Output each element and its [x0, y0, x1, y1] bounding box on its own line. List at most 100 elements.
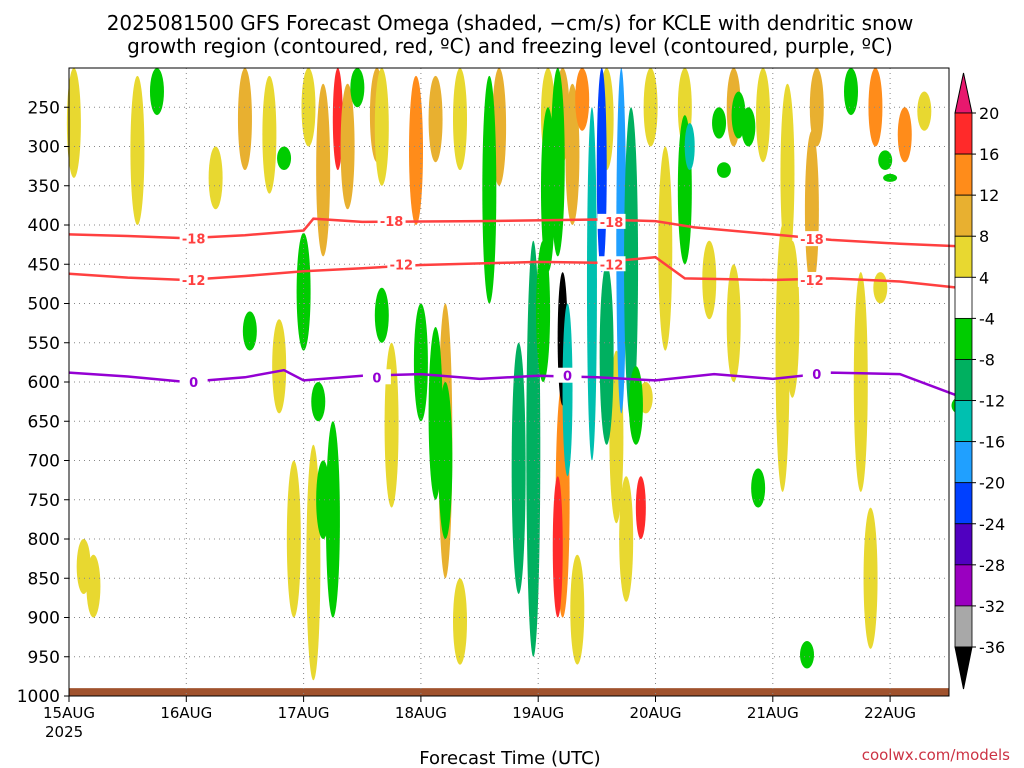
colorbar-label: -36: [979, 638, 1005, 657]
contour-label-bg: [179, 271, 208, 287]
y-tick-label: 1000: [17, 687, 60, 707]
omega-cell: [296, 232, 311, 351]
omega-cell: [262, 75, 277, 194]
contour-label: -12: [800, 274, 824, 289]
colorbar-label: -16: [979, 433, 1005, 452]
contour-label-bg: [387, 256, 416, 272]
omega-cell: [873, 272, 888, 304]
y-tick-label: 800: [28, 530, 60, 550]
omega-cell: [332, 68, 343, 171]
y-tick-label: 250: [28, 98, 60, 118]
y-tick-label: 950: [28, 648, 60, 668]
colorbar-label: -12: [979, 392, 1005, 411]
omega-cell: [453, 578, 467, 665]
contour-label: -18: [600, 216, 624, 231]
y-tick-label: 400: [28, 216, 60, 236]
omega-cell: [86, 554, 101, 618]
omega-cell: [286, 460, 301, 618]
colorbar-bottom-arrow: [954, 646, 973, 690]
colorbar: 20 16 12 8 4 -4 -8 -12 -16 -20 -24 -28 -32 -36: [954, 72, 1005, 690]
omega-cell: [311, 382, 326, 422]
omega-cell: [130, 75, 145, 225]
contour-layer: -18 -18 -18 -18 -12 -12 -12 -12 0 0 0 0: [68, 213, 959, 398]
omega-cell: [536, 240, 551, 382]
omega-cell: [863, 507, 878, 649]
omega-cell: [277, 146, 292, 171]
contour-label: -12: [182, 274, 206, 289]
omega-cell: [374, 68, 389, 186]
y-tick-label: 300: [28, 138, 60, 158]
omega-cell: [780, 83, 795, 265]
omega-cell: [575, 68, 590, 131]
colorbar-label: -4: [979, 309, 995, 328]
omega-cell: [868, 68, 883, 147]
contour-label-bg: [179, 374, 208, 389]
colorbar-label: 16: [979, 145, 999, 164]
omega-cell: [635, 476, 646, 539]
contour-label-bg: [179, 230, 208, 246]
x-tick-label: 17AUG: [278, 704, 330, 722]
colorbar-label: -20: [979, 474, 1005, 493]
colorbar-swatch: [954, 564, 973, 607]
chart-title-line-1: 2025081500 GFS Forecast Omega (shaded, −…: [107, 11, 914, 35]
omega-cell: [599, 264, 614, 445]
y-axis-tick-labels: 250 300 350 400 450 500 550 600 650 700 750 800 850 9…: [17, 98, 69, 707]
omega-cell: [242, 311, 257, 351]
contour-label: -18: [800, 233, 824, 248]
omega-cell: [301, 68, 316, 147]
omega-cell: [917, 91, 932, 131]
contour-label-bg: [802, 366, 831, 382]
omega-cell: [428, 75, 443, 163]
contour-label: -12: [600, 258, 624, 273]
contour-label-bg: [597, 256, 626, 272]
x-tick-label: 18AUG: [395, 704, 447, 722]
colorbar-swatch: [954, 400, 973, 443]
omega-cell: [526, 240, 541, 657]
contour-label: -18: [182, 232, 206, 247]
omega-cell: [272, 319, 287, 414]
omega-cell: [511, 342, 526, 594]
contour-label-bg: [597, 213, 626, 229]
y-tick-label: 600: [28, 373, 60, 393]
y-tick-label: 500: [28, 295, 60, 315]
colorbar-label: -32: [979, 597, 1005, 616]
y-tick-label: 700: [28, 452, 60, 472]
y-tick-label: 900: [28, 609, 60, 629]
omega-cell: [658, 146, 673, 351]
colorbar-swatch: [954, 194, 973, 237]
omega-cell: [853, 272, 868, 492]
y-tick-label: 650: [28, 412, 60, 432]
omega-cell: [804, 130, 819, 288]
colorbar-label: 12: [979, 186, 999, 205]
omega-cell: [878, 150, 893, 171]
omega-cell: [413, 303, 428, 422]
ground-band: [69, 688, 949, 696]
omega-cell: [596, 68, 607, 273]
omega-cell: [350, 68, 365, 108]
omega-cell: [550, 68, 565, 257]
omega-cell: [883, 173, 898, 182]
x-tick-label: 19AUG: [512, 704, 564, 722]
omega-cell: [570, 554, 585, 665]
colorbar-swatch: [954, 235, 973, 278]
omega-cell: [726, 264, 741, 382]
omega-cell: [453, 68, 467, 171]
y-tick-label: 550: [28, 334, 60, 354]
omega-cell: [712, 107, 727, 139]
y-tick-label: 750: [28, 491, 60, 511]
contour-label: 0: [189, 376, 198, 391]
x-tick-label: 22AUG: [864, 704, 916, 722]
omega-cell: [482, 75, 497, 304]
colorbar-swatch: [954, 112, 973, 155]
colorbar-label: 20: [979, 104, 999, 123]
omega-cell: [897, 107, 912, 163]
x-axis-title: Forecast Time (UTC): [419, 748, 600, 768]
colorbar-swatch: [954, 441, 973, 484]
grid-lines: [69, 68, 949, 696]
x-tick-label: 15AUG: [43, 704, 95, 722]
omega-cell: [785, 240, 800, 398]
omega-cell: [741, 107, 756, 147]
colorbar-swatch: [954, 482, 973, 525]
omega-cell: [586, 107, 597, 461]
